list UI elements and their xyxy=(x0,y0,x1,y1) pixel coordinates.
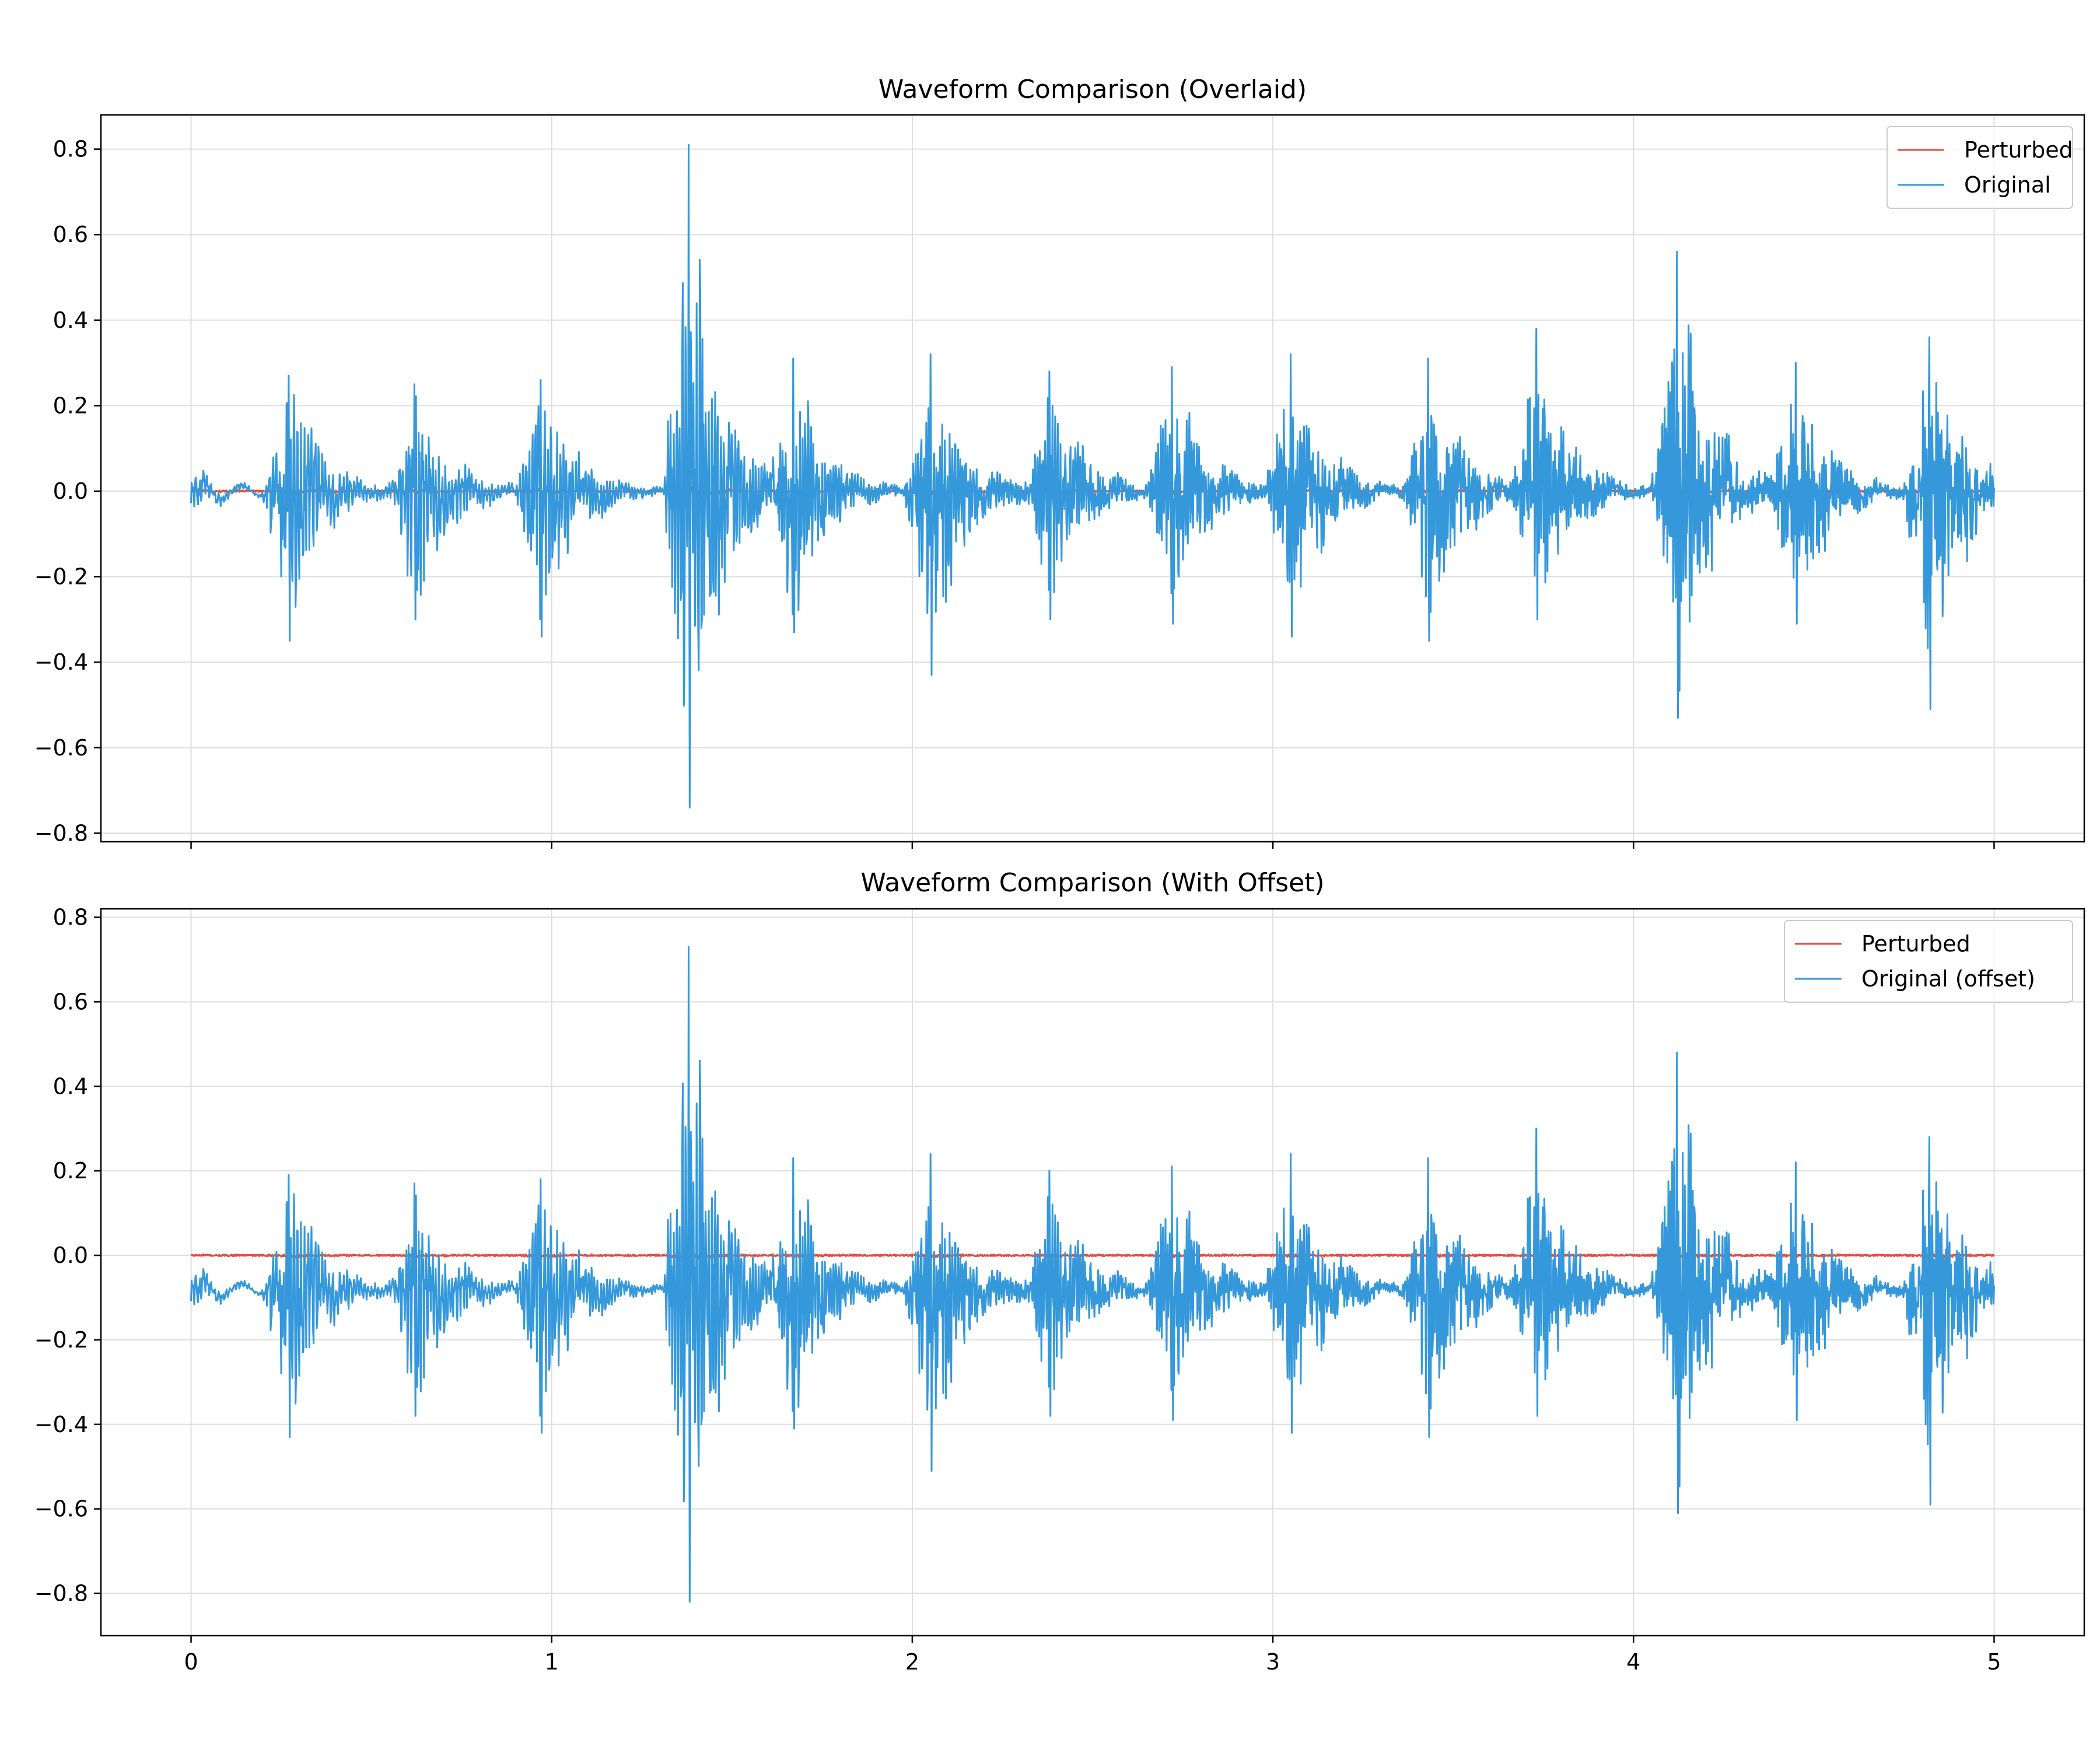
x-axis-ticks: 0 1 2 3 4 5 xyxy=(184,1636,2001,1675)
chart-title: Waveform Comparison (Overlaid) xyxy=(878,75,1307,104)
plot-frame xyxy=(100,114,2085,843)
y-tick-label: 0.8 xyxy=(53,136,88,162)
chart-title: Waveform Comparison (With Offset) xyxy=(860,868,1324,898)
y-tick-label: −0.8 xyxy=(34,1581,88,1606)
y-tick-label: −0.2 xyxy=(34,1327,88,1353)
legend-label-original-offset: Original (offset) xyxy=(1861,966,2035,992)
x-tick-label: 1 xyxy=(545,1649,559,1675)
legend-label-perturbed: Perturbed xyxy=(1964,137,2073,163)
grid xyxy=(101,909,2084,1636)
series-group xyxy=(190,946,1995,1603)
x-tick-label: 3 xyxy=(1266,1649,1280,1675)
y-axis-ticks: −0.8 −0.6 −0.4 −0.2 0.0 0.2 0.4 0.6 0.8 xyxy=(34,136,101,846)
y-tick-label: −0.4 xyxy=(34,649,88,675)
y-tick-label: 0.2 xyxy=(53,1158,88,1184)
y-tick-label: −0.8 xyxy=(34,820,88,846)
y-tick-label: −0.2 xyxy=(34,564,88,590)
y-axis-ticks: −0.8 −0.6 −0.4 −0.2 0.0 0.2 0.4 0.6 0.8 xyxy=(34,904,101,1606)
y-tick-label: 0.4 xyxy=(53,307,88,333)
y-tick-label: 0.2 xyxy=(53,393,88,418)
panel-with-offset: Waveform Comparison (With Offset) −0.8−0… xyxy=(34,868,2085,1675)
x-tick-label: 2 xyxy=(905,1649,919,1675)
legend: Perturbed Original xyxy=(1887,126,2073,209)
x-tick-label: 0 xyxy=(184,1649,198,1675)
x-tick-label: 4 xyxy=(1626,1649,1640,1675)
y-tick-label: 0.0 xyxy=(53,478,88,504)
series-group xyxy=(190,144,1995,808)
panel-overlaid: Waveform Comparison (Overlaid) −0.8−0.6−… xyxy=(34,75,2085,849)
legend-box xyxy=(1887,126,2073,209)
legend-box xyxy=(1784,920,2073,1003)
plot-frame xyxy=(100,908,2085,1637)
y-tick-label: 0.8 xyxy=(53,904,88,930)
y-tick-label: 0.0 xyxy=(53,1242,88,1268)
y-tick-label: 0.6 xyxy=(53,222,88,247)
x-tick-label: 5 xyxy=(1987,1649,2001,1675)
legend-label-original: Original xyxy=(1964,172,2051,198)
y-tick-label: −0.6 xyxy=(34,735,88,761)
y-tick-label: 0.6 xyxy=(53,989,88,1014)
x-axis-ticks xyxy=(190,842,1995,849)
series-line-original xyxy=(190,946,1995,1603)
legend-label-perturbed: Perturbed xyxy=(1861,931,1971,957)
legend: Perturbed Original (offset) xyxy=(1784,920,2073,1003)
series-line-original xyxy=(190,144,1995,808)
y-tick-label: −0.4 xyxy=(34,1412,88,1437)
y-tick-label: −0.6 xyxy=(34,1496,88,1522)
y-tick-label: 0.4 xyxy=(53,1073,88,1099)
